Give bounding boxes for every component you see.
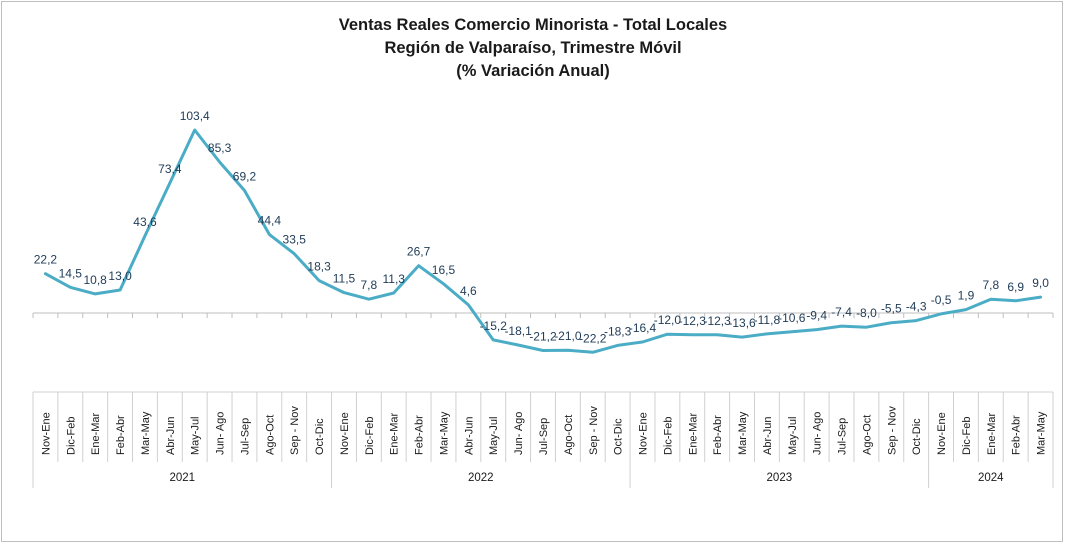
series-line-group bbox=[43, 128, 1043, 354]
series-line bbox=[43, 128, 1043, 354]
data-label: 73,4 bbox=[158, 162, 182, 176]
category-label: Jul-Sep bbox=[837, 418, 849, 455]
title-line-2: Región de Valparaíso, Trimestre Móvil bbox=[384, 39, 682, 57]
category-label: Abr-Jun bbox=[165, 416, 177, 455]
data-label: 22,2 bbox=[34, 253, 58, 267]
category-label: Mar-May bbox=[438, 411, 450, 455]
data-label: -0,5 bbox=[931, 293, 952, 307]
category-label: Sep - Nov bbox=[886, 406, 898, 455]
data-label: 13,0 bbox=[108, 269, 132, 283]
category-label: Feb-Abr bbox=[1011, 415, 1023, 455]
data-label: 18,3 bbox=[307, 260, 331, 274]
data-labels: 22,214,5 10,8 13,0 43,6 73,4 103,4 85,3 69,2 44,… bbox=[34, 109, 1049, 345]
data-label: 44,4 bbox=[258, 213, 282, 227]
data-label: 11,3 bbox=[382, 272, 405, 286]
category-label: Feb-Abr bbox=[115, 415, 127, 455]
data-label: 85,3 bbox=[208, 141, 232, 155]
year-label: 2024 bbox=[978, 472, 1004, 484]
category-label: Ago-Oct bbox=[264, 415, 276, 455]
data-label: -10,6 bbox=[778, 311, 806, 325]
data-label: 7,8 bbox=[982, 278, 999, 292]
category-label: Abr-Jun bbox=[463, 416, 475, 455]
data-label: -12,3 bbox=[679, 314, 707, 328]
data-label: -5,5 bbox=[881, 302, 902, 316]
data-label: 11,5 bbox=[333, 272, 356, 286]
data-label: -13,6 bbox=[728, 316, 756, 330]
data-label: 43,6 bbox=[133, 215, 157, 229]
data-label: -18,1 bbox=[504, 324, 532, 338]
category-label: Feb-Abr bbox=[414, 415, 426, 455]
data-label: 26,7 bbox=[407, 245, 431, 259]
chart-title: Ventas Reales Comercio Minorista - Total… bbox=[0, 14, 1066, 83]
category-label: Ene-Mar bbox=[687, 412, 699, 455]
category-label: Oct-Dic bbox=[911, 418, 923, 455]
category-label: Nov-Ene bbox=[936, 412, 948, 455]
category-label: Dic-Feb bbox=[961, 416, 973, 455]
data-label: 4,6 bbox=[460, 284, 477, 298]
data-label: -4,3 bbox=[906, 300, 927, 314]
title-line-1: Ventas Reales Comercio Minorista - Total… bbox=[338, 16, 728, 34]
data-label: -7,4 bbox=[831, 305, 852, 319]
data-label: -8,0 bbox=[856, 306, 877, 320]
title-line-3: (% Variación Anual) bbox=[456, 62, 610, 80]
data-label: 6,9 bbox=[1007, 280, 1024, 294]
data-label: -15,2 bbox=[480, 319, 508, 333]
category-label: Jun- Ago bbox=[513, 412, 525, 455]
year-label: 2022 bbox=[468, 472, 494, 484]
category-label: Nov-Ene bbox=[339, 412, 351, 455]
year-label: 2023 bbox=[767, 472, 793, 484]
category-label: Sep - Nov bbox=[289, 406, 301, 455]
category-label: Ago-Oct bbox=[563, 415, 575, 455]
category-label: Abr-Jun bbox=[762, 416, 774, 455]
category-label: Jun- Ago bbox=[812, 412, 824, 455]
category-label: May-Jul bbox=[190, 416, 202, 455]
data-label: -21,2 bbox=[529, 330, 557, 344]
category-label: Dic-Feb bbox=[364, 416, 376, 455]
data-label: -21,0 bbox=[554, 329, 582, 343]
year-label: 2021 bbox=[169, 472, 195, 484]
data-label: -12,0 bbox=[654, 313, 682, 327]
data-label: -12,3 bbox=[703, 314, 731, 328]
category-label: Ene-Mar bbox=[389, 412, 401, 455]
category-labels: Nov-Ene Dic-Feb Ene-Mar Feb-Abr Mar-May Abr-J… bbox=[40, 406, 1047, 455]
data-label: 1,9 bbox=[958, 289, 975, 303]
category-label: Nov-Ene bbox=[638, 412, 650, 455]
category-label: Ene-Mar bbox=[986, 412, 998, 455]
data-label: 103,4 bbox=[180, 109, 210, 123]
category-label: Oct-Dic bbox=[613, 418, 625, 455]
category-label: May-Jul bbox=[488, 416, 500, 455]
data-label: 16,5 bbox=[432, 263, 456, 277]
axes bbox=[32, 312, 1054, 488]
category-label: Jun- Ago bbox=[215, 412, 227, 455]
category-label: Ago-Oct bbox=[861, 415, 873, 455]
category-label: Mar-May bbox=[140, 411, 152, 455]
category-label: May-Jul bbox=[787, 416, 799, 455]
category-label: Nov-Ene bbox=[40, 412, 52, 455]
category-label: Jul-Sep bbox=[239, 418, 251, 455]
category-label: Feb-Abr bbox=[712, 415, 724, 455]
category-label: Dic-Feb bbox=[65, 416, 77, 455]
category-label: Sep - Nov bbox=[588, 406, 600, 455]
category-label: Mar-May bbox=[1036, 411, 1048, 455]
data-label: 69,2 bbox=[233, 170, 257, 184]
year-labels: 2021 2022 2023 2024 bbox=[169, 472, 1004, 484]
data-label: 14,5 bbox=[59, 266, 83, 280]
data-label: -16,4 bbox=[629, 321, 657, 335]
category-label: Dic-Feb bbox=[662, 416, 674, 455]
data-label: -18,3 bbox=[604, 324, 632, 338]
data-label: 33,5 bbox=[283, 233, 307, 247]
category-label: Oct-Dic bbox=[314, 418, 326, 455]
category-label: Mar-May bbox=[737, 411, 749, 455]
data-label: -22,2 bbox=[579, 331, 607, 345]
data-label: 9,0 bbox=[1032, 276, 1049, 290]
data-label: -11,8 bbox=[754, 313, 781, 327]
data-label: 10,8 bbox=[84, 273, 108, 287]
data-label: 7,8 bbox=[361, 278, 378, 292]
category-label: Ene-Mar bbox=[90, 412, 102, 455]
category-label: Jul-Sep bbox=[538, 418, 550, 455]
data-label: -9,4 bbox=[806, 309, 827, 323]
